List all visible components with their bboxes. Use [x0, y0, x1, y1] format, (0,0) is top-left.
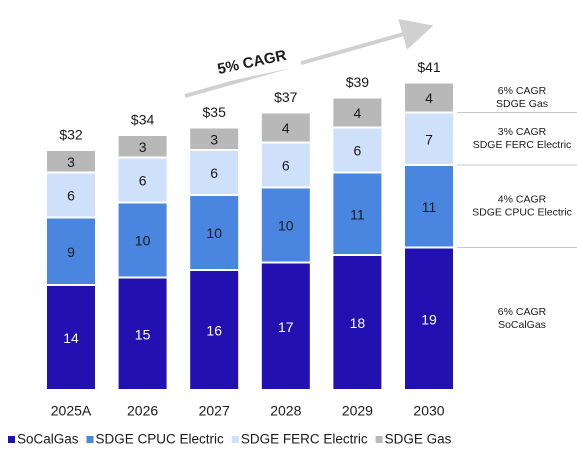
legend-label: SDGE Gas [385, 432, 452, 447]
bar-segment [333, 173, 382, 254]
legend-swatch [375, 436, 383, 443]
bar-segment [47, 286, 95, 389]
segment-label: 9 [67, 244, 75, 260]
segment-label: 18 [350, 315, 366, 331]
segment-label: 19 [421, 311, 437, 327]
segment-label: 10 [278, 218, 294, 234]
bar-segment [47, 173, 95, 217]
side-label: 6% CAGR [498, 306, 547, 318]
bar-segment [261, 263, 310, 389]
legend-swatch [231, 436, 239, 443]
segment-label: 10 [135, 233, 151, 249]
side-label: 6% CAGR [498, 85, 547, 97]
bar-segment [261, 143, 310, 187]
segment-label: 7 [425, 131, 433, 147]
total-label: $35 [203, 104, 227, 120]
total-label: $39 [346, 74, 370, 90]
bar-segment [118, 203, 167, 277]
segment-label: 6 [282, 158, 290, 174]
segment-label: 6 [210, 165, 218, 181]
total-label: $32 [59, 127, 83, 143]
bar-segment [333, 98, 382, 127]
segment-label: 6 [139, 173, 147, 189]
legend-label: SDGE FERC Electric [241, 432, 368, 447]
bar-segment [333, 256, 382, 389]
cagr-arrow [184, 18, 434, 98]
bar-segment [333, 128, 382, 172]
arrow-label-bg [203, 40, 302, 86]
segment-label: 16 [206, 323, 222, 339]
side-label: 4% CAGR [498, 194, 547, 206]
legend-label: SDGE CPUC Electric [96, 432, 225, 447]
side-label: 3% CAGR [498, 126, 547, 138]
side-label: SDGE Gas [496, 98, 548, 110]
x-tick-label: 2028 [270, 403, 301, 419]
segment-label: 17 [278, 319, 294, 335]
segment-label: 4 [425, 90, 433, 106]
bar-segment [47, 218, 95, 284]
bar-segment [190, 151, 239, 194]
side-label: SDGE FERC Electric [473, 139, 572, 151]
x-tick-label: 2029 [342, 403, 373, 419]
segment-label: 6 [354, 143, 362, 159]
bar-segment [118, 278, 167, 389]
segment-label: 4 [354, 105, 362, 121]
total-label: $41 [417, 59, 441, 75]
x-tick-label: 2027 [199, 403, 230, 419]
legend-label: SoCalGas [17, 432, 79, 447]
segment-label: 15 [135, 326, 151, 342]
bar-segment [405, 166, 453, 247]
bar-segment [118, 158, 167, 202]
segment-label: 3 [139, 139, 147, 155]
x-tick-label: 2030 [413, 403, 444, 419]
side-label: SDGE CPUC Electric [472, 207, 572, 219]
bar-segment [405, 248, 453, 389]
bar-segment [190, 196, 239, 269]
bar-segment [47, 151, 95, 172]
segment-label: 11 [350, 206, 365, 222]
legend-swatch [8, 436, 15, 443]
segment-label: 10 [206, 225, 222, 241]
legend-swatch [86, 436, 94, 443]
segment-label: 11 [422, 199, 437, 215]
x-tick-label: 2025A [51, 403, 92, 419]
bar-segment [190, 271, 239, 389]
bar-segment [261, 188, 310, 262]
bar-segment [190, 128, 239, 149]
total-label: $37 [274, 89, 298, 105]
bar-segment [405, 83, 453, 112]
side-label: SoCalGas [498, 319, 546, 331]
segment-label: 3 [67, 154, 75, 170]
segment-label: 4 [282, 120, 290, 136]
segment-label: 14 [63, 330, 79, 346]
segment-label: 3 [210, 131, 218, 147]
bar-segment [118, 136, 167, 157]
total-label: $34 [131, 112, 155, 128]
bar-segment [261, 113, 310, 142]
bar-segment [405, 113, 453, 164]
segment-label: 6 [67, 188, 75, 204]
x-tick-label: 2026 [127, 403, 158, 419]
